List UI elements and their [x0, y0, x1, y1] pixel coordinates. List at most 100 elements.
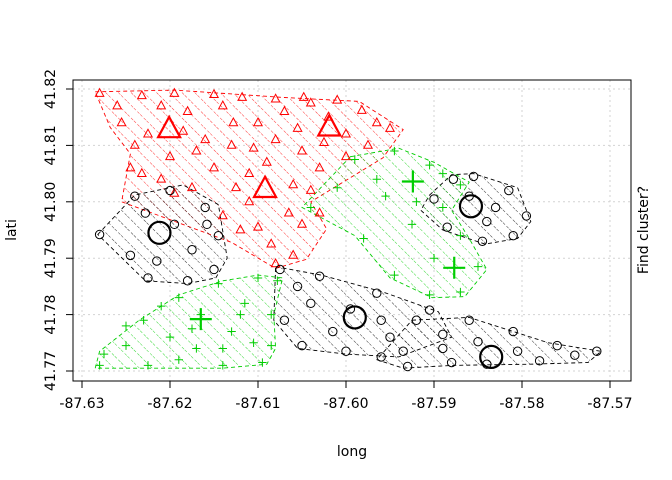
triangle-point: [156, 100, 167, 110]
triangle-point: [292, 122, 303, 132]
triangle-point: [305, 184, 316, 194]
plus-point: [253, 273, 263, 283]
circle-point: [512, 346, 523, 356]
triangle-point: [164, 150, 176, 161]
circle-point: [275, 264, 285, 275]
triangle-point: [125, 162, 136, 172]
triangle-point: [318, 136, 330, 146]
circle-point: [314, 271, 325, 281]
triangle-point: [340, 150, 352, 161]
circle-point: [140, 208, 151, 218]
triangle-point: [208, 88, 220, 99]
circle-point: [504, 185, 514, 196]
triangle-point: [288, 179, 299, 189]
triangle-point: [288, 249, 299, 259]
plus-point: [95, 361, 104, 370]
y-axis-label: lati: [4, 219, 20, 241]
circle-point: [398, 346, 408, 356]
plus-cluster-center: [189, 308, 212, 331]
circle-point: [411, 315, 422, 325]
plus-point: [273, 276, 282, 285]
plus-point: [429, 254, 439, 263]
circle-point: [438, 329, 448, 340]
plus-point: [390, 146, 399, 156]
y-tick-label: 41.80: [43, 182, 59, 222]
triangle-point: [200, 133, 211, 144]
plus-point: [425, 290, 434, 300]
plus-point: [249, 338, 258, 347]
plus-point: [143, 361, 153, 370]
circle-point: [482, 216, 492, 227]
x-tick-label: -87.63: [59, 396, 104, 412]
triangle-point: [112, 100, 123, 110]
circle-point: [592, 346, 602, 356]
circle-point: [473, 336, 483, 347]
data-points: [94, 87, 602, 372]
circle-point: [292, 281, 303, 292]
x-tick-label: -87.58: [499, 396, 544, 412]
triangle-point: [235, 224, 246, 234]
x-tick-label: -87.61: [235, 396, 280, 412]
y-tick-label: 41.82: [43, 69, 59, 109]
triangle-point: [94, 87, 105, 97]
y-tick-label: 41.77: [43, 351, 59, 391]
right-axis-label: Find cluster?: [636, 186, 652, 274]
plus-point: [333, 183, 342, 192]
y-tick-label: 41.81: [43, 125, 59, 165]
plus-point: [214, 279, 223, 288]
triangle-point: [279, 105, 290, 115]
triangle-point: [298, 91, 309, 101]
triangle-point: [244, 195, 255, 206]
circle-point: [477, 236, 488, 246]
triangle-point: [156, 173, 167, 183]
plus-point: [258, 358, 267, 367]
triangle-point: [270, 133, 281, 144]
circle-point: [94, 229, 105, 240]
x-tick-label: -87.59: [411, 396, 456, 412]
triangle-point: [252, 116, 264, 127]
triangle-point: [237, 91, 248, 101]
plus-point: [407, 220, 417, 229]
plus-point: [267, 310, 276, 319]
triangle-point: [208, 162, 220, 172]
triangle-point: [384, 122, 396, 132]
circle-point: [468, 171, 479, 182]
plus-point: [438, 169, 447, 178]
circle-cluster-center: [458, 194, 484, 219]
circle-point: [182, 276, 193, 286]
circle-point: [200, 202, 210, 213]
triangle-point: [248, 142, 259, 152]
circle-point: [448, 174, 459, 184]
triangle-point: [191, 145, 202, 155]
circle-point: [429, 194, 439, 204]
triangle-cluster-center: [252, 174, 278, 199]
plus-point: [350, 155, 359, 164]
plus-point: [165, 332, 175, 342]
plus-point: [99, 349, 109, 359]
plus-point: [456, 287, 465, 297]
circle-cluster-center: [342, 305, 367, 330]
circle-point: [213, 230, 224, 241]
circle-point: [328, 326, 338, 337]
triangle-point: [283, 207, 294, 217]
circle-point: [341, 346, 351, 356]
circle-point: [464, 315, 474, 325]
triangle-point: [261, 156, 272, 166]
triangle-point: [217, 100, 228, 110]
triangle-point: [332, 94, 343, 104]
plus-point: [192, 344, 201, 353]
triangle-point: [371, 116, 382, 127]
triangle-point: [217, 210, 228, 220]
triangle-point: [270, 93, 281, 103]
circle-point: [446, 357, 457, 368]
plus-point: [240, 299, 249, 308]
circle-point: [187, 245, 197, 255]
triangle-point: [228, 116, 239, 127]
triangle-point: [129, 139, 140, 149]
triangle-point: [340, 128, 352, 138]
plus-point: [157, 301, 166, 311]
plus-cluster-center: [443, 256, 466, 279]
circle-point: [385, 332, 395, 342]
triangle-point: [314, 207, 325, 217]
triangle-point: [186, 181, 198, 192]
